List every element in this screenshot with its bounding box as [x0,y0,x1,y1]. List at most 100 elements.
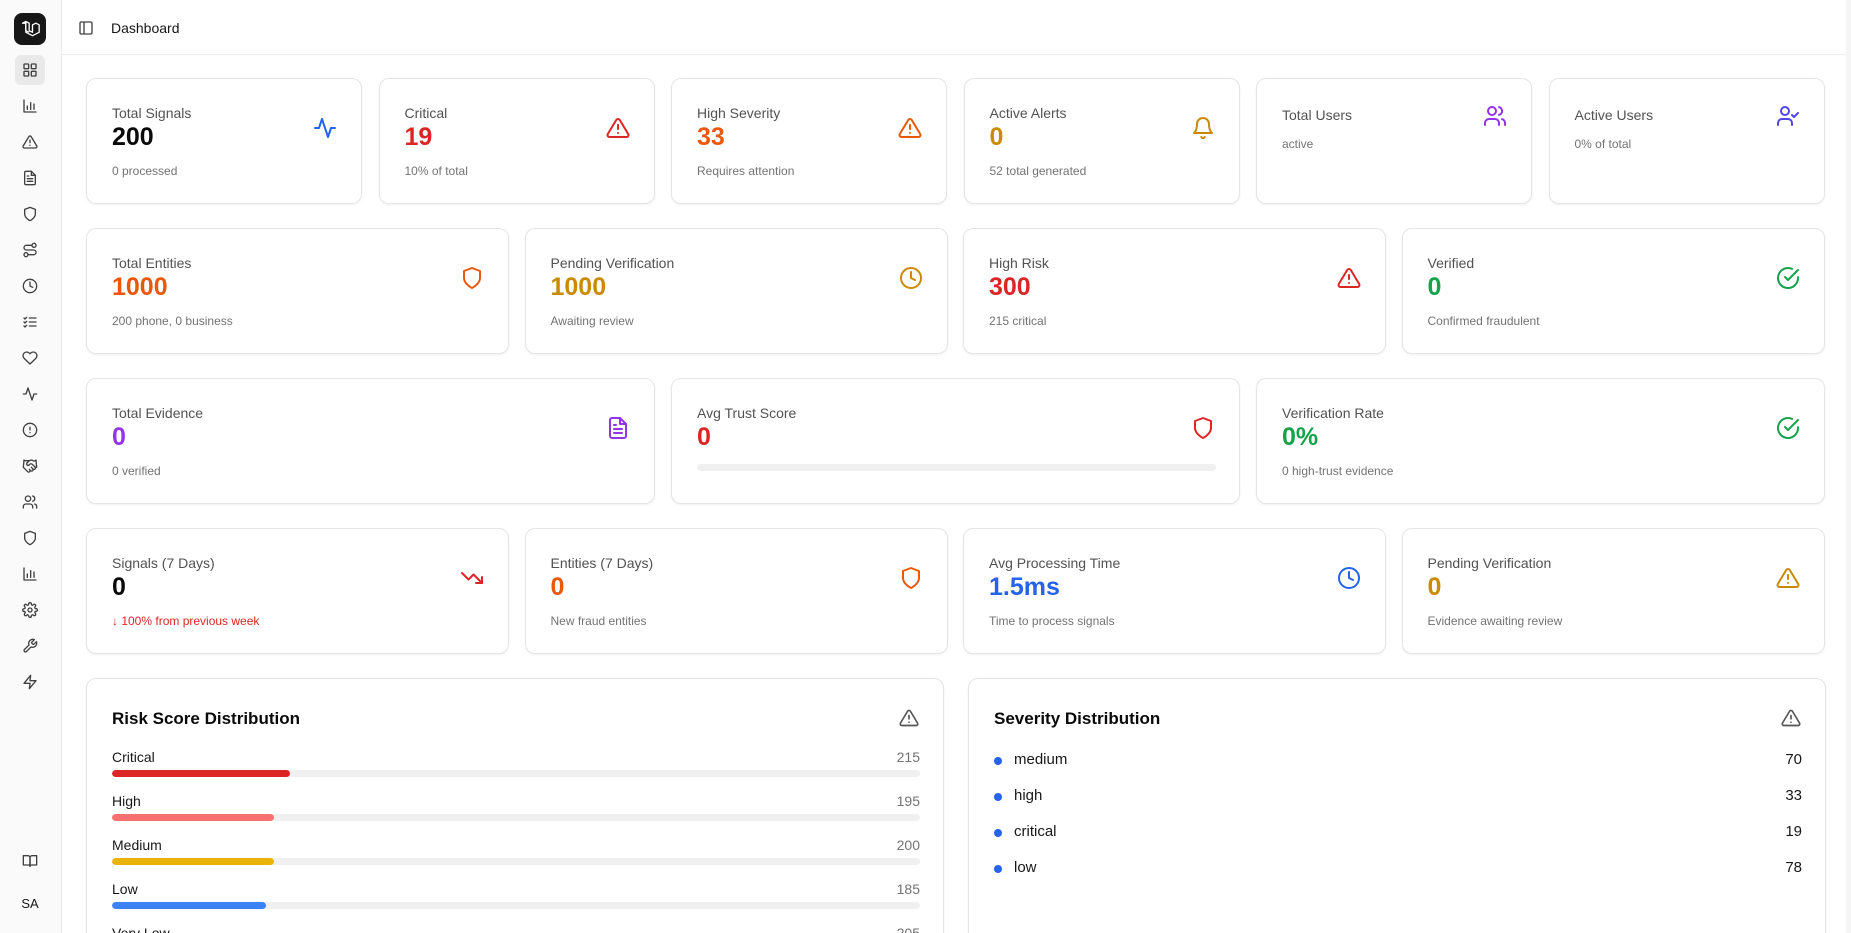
main-content: Dashboard Total Signals 200 0 processed Cri… [61,0,1846,933]
sidebar-toggle-icon[interactable] [78,20,94,36]
stat-label: Entities (7 Days) [550,555,654,571]
risk-row: Critical 215 [112,749,920,789]
severity-count: 19 [1785,823,1802,840]
risk-row: High 195 [112,793,920,833]
risk-level-count: 205 [896,925,920,933]
severity-count: 33 [1785,787,1802,804]
stat-subtext: active [1282,137,1314,151]
stat-card: Active Users 0% of total [1548,78,1825,204]
sidebar-item-health[interactable] [15,343,45,373]
stat-label: Avg Trust Score [697,405,797,421]
stat-subtext: Evidence awaiting review [1427,614,1563,628]
risk-level-label: Low [112,881,138,897]
trust-score-progress [697,464,1216,471]
stat-card: Total Evidence 0 0 verified [86,378,655,504]
warning-icon [1776,566,1800,590]
activity-icon [313,116,337,140]
sidebar-item-partners[interactable] [15,451,45,481]
warning-icon [606,116,630,140]
risk-level-label: Medium [112,837,162,853]
sidebar-item-dashboard[interactable] [15,55,45,85]
risk-level-count: 185 [896,881,920,897]
file-text-icon [606,416,630,440]
sidebar-item-analytics[interactable] [15,91,45,121]
severity-label: critical [1014,823,1057,840]
gear-icon [22,602,38,618]
stat-subtext: 10% of total [404,164,468,178]
severity-dot [994,829,1002,837]
stat-card: Pending Verification 0 Evidence awaiting r… [1401,528,1825,654]
stat-card: Pending Verification 1000 Awaiting review [524,228,948,354]
sidebar-item-security[interactable] [15,199,45,229]
sidebar-item-settings[interactable] [15,595,45,625]
sidebar-item-tools[interactable] [15,631,45,661]
risk-row: Low 185 [112,881,920,921]
stat-card: Signals (7 Days) 0 ↓ 100% from previous we… [86,528,509,654]
severity-count: 78 [1785,859,1802,876]
risk-level-label: Very Low [112,925,170,933]
check-circle-icon [1776,266,1800,290]
stat-label: Active Users [1574,107,1654,123]
clock-icon [899,266,923,290]
stat-card: Total Users active [1256,78,1532,204]
sidebar-item-history[interactable] [15,271,45,301]
stat-card: Active Alerts 0 52 total generated [963,78,1240,204]
stat-label: Critical [404,105,448,121]
file-text-icon [24,170,36,186]
route-icon [23,242,37,258]
user-check-icon [1776,104,1800,128]
stat-label: Active Alerts [989,105,1067,121]
sidebar-item-automation[interactable] [15,667,45,697]
stat-card: Total Entities 1000 200 phone, 0 business [86,228,509,354]
risk-level-bar [112,858,274,865]
severity-label: high [1014,787,1043,804]
stat-card: Avg Processing Time 1.5ms Time to process … [963,528,1386,654]
risk-level-track [112,858,920,865]
warning-icon [1781,708,1801,728]
stat-card: High Risk 300 215 critical [963,228,1386,354]
book-icon[interactable] [15,846,45,876]
sidebar-item-routes[interactable] [15,235,45,265]
stat-value: 0 [550,573,565,601]
risk-level-bar [112,814,274,821]
sidebar-item-tasks[interactable] [15,307,45,337]
sidebar-item-users[interactable] [15,487,45,517]
risk-level-count: 200 [896,837,920,853]
stat-subtext: 0 verified [112,464,161,478]
stat-card: High Severity 33 Requires attention [671,78,947,204]
stat-label: Signals (7 Days) [112,555,215,571]
warning-icon [898,116,922,140]
laravel-logo-icon[interactable] [14,13,46,45]
bell-icon [1191,116,1215,140]
sidebar-item-incidents[interactable] [15,415,45,445]
severity-label: low [1014,859,1037,876]
stat-label: Avg Processing Time [989,555,1121,571]
stat-subtext: 0 processed [112,164,178,178]
list-checks-icon [23,316,37,328]
severity-dot [994,865,1002,873]
shield-icon [24,206,36,222]
stat-card: Verification Rate 0% 0 high-trust evidence [1256,378,1825,504]
warning-icon [899,708,919,728]
heart-icon [22,351,38,365]
sidebar-item-alerts[interactable] [15,127,45,157]
stat-subtext: 200 phone, 0 business [112,314,233,328]
users-icon [1483,104,1507,128]
sidebar-item-metrics[interactable] [15,559,45,589]
stat-subtext: Time to process signals [989,614,1115,628]
stat-value: 33 [697,123,725,151]
sidebar: SA [0,0,61,933]
top-bar: Dashboard [62,0,1846,55]
stat-value: 0 [1427,273,1442,301]
sidebar-item-activity[interactable] [15,379,45,409]
risk-level-bar [112,770,290,777]
warning-icon [1337,266,1361,290]
stat-label: Total Signals [112,105,192,121]
sidebar-item-reports[interactable] [15,163,45,193]
sidebar-item-protection[interactable] [15,523,45,553]
panel-title: Risk Score Distribution [112,709,300,728]
breadcrumb: Dashboard [111,20,180,36]
severity-count: 70 [1785,751,1802,768]
shield-icon [899,566,923,590]
avatar[interactable]: SA [21,895,39,911]
